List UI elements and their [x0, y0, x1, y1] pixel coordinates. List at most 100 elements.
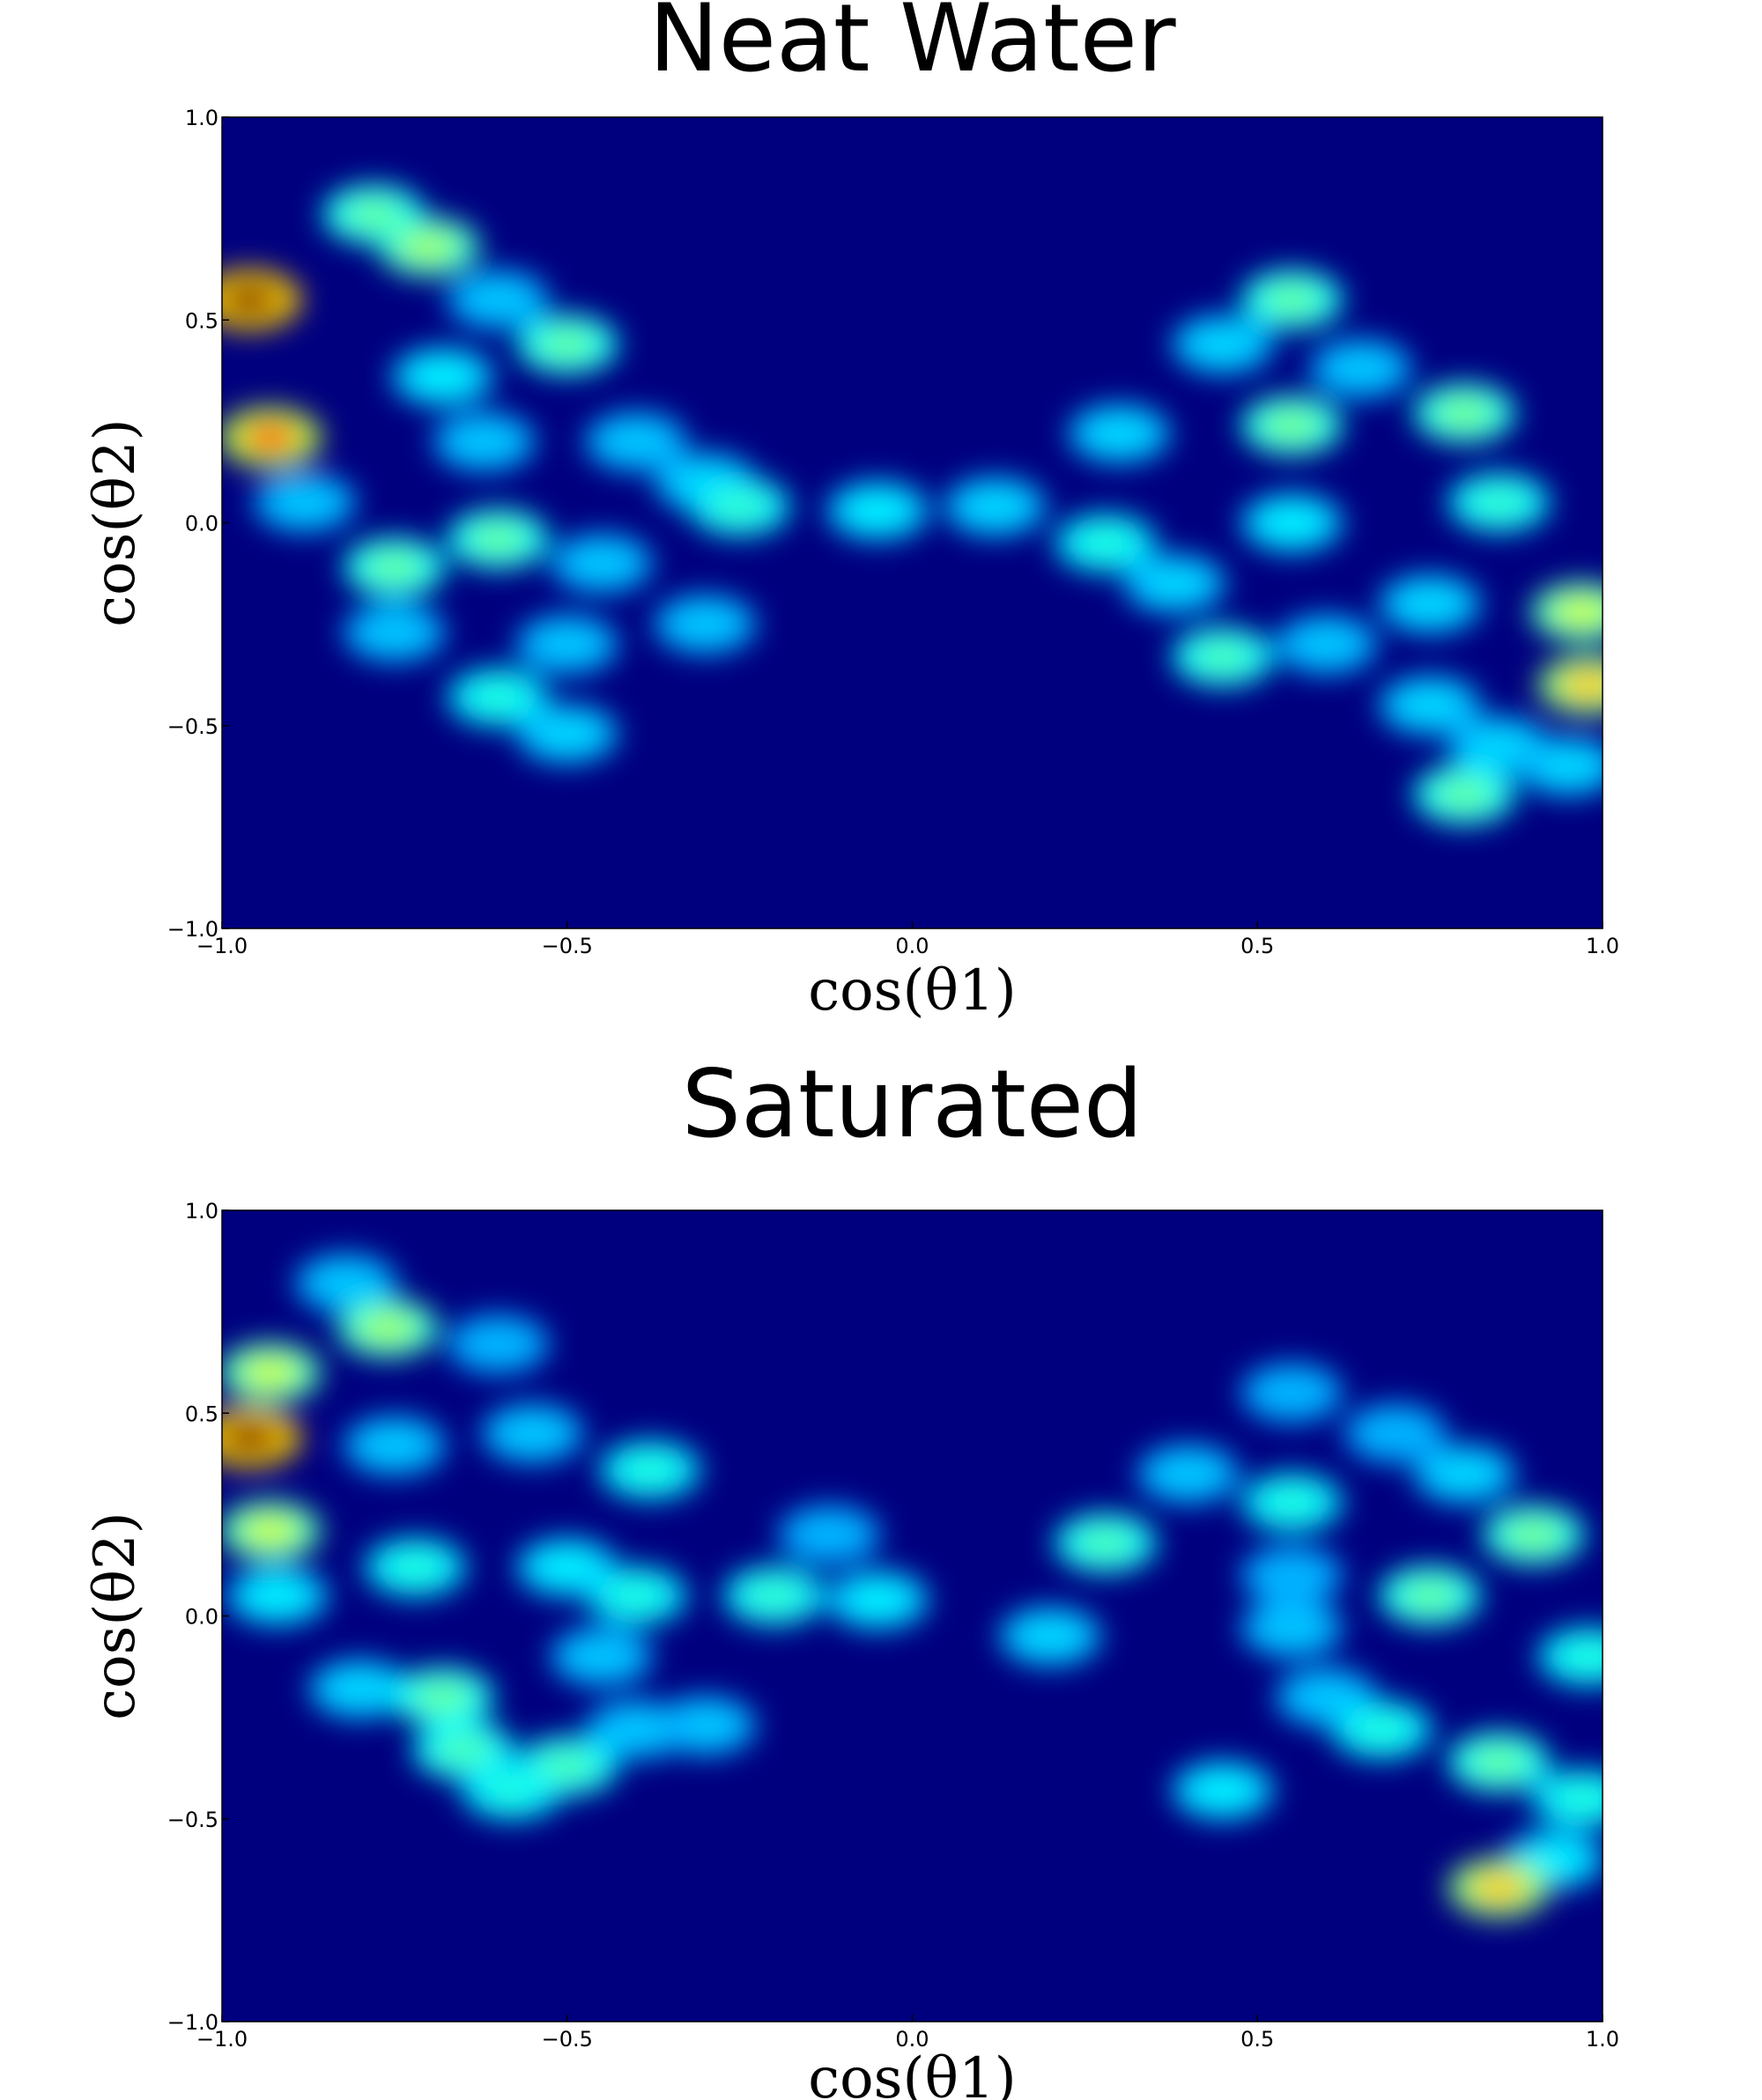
x-tick-label: −1.0: [196, 934, 248, 958]
y-tick-label: 1.0: [185, 106, 218, 130]
heatmap-blob-core: [619, 1453, 680, 1486]
heatmap-blob-core: [1469, 486, 1529, 519]
heatmap-blob-core: [222, 284, 280, 316]
x-tick-label: −0.5: [542, 2027, 593, 2052]
heatmap-blob-core: [222, 1421, 280, 1453]
heatmap-blob-core: [1089, 418, 1150, 450]
heatmap-blob-core: [1400, 1579, 1461, 1612]
heatmap-blob-core: [675, 1709, 736, 1741]
y-tick-label: −0.5: [167, 1808, 218, 1832]
x-tick-label: 0.5: [1240, 934, 1274, 958]
heatmap-blob-core: [412, 1681, 473, 1713]
heatmap-blob-core: [571, 547, 632, 580]
heatmap-blob-core: [468, 284, 529, 316]
heatmap-blob-core: [329, 1673, 390, 1705]
heatmap-blob-core: [1400, 689, 1461, 721]
heatmap-blob-core: [537, 328, 597, 360]
heatmap-blob-core: [1158, 1458, 1218, 1490]
heatmap-blob-core: [1262, 1486, 1322, 1519]
heatmap-blob-core: [433, 1734, 494, 1766]
y-axis-label: cos(θ2): [83, 1512, 148, 1719]
chart-title: Neat Water: [648, 0, 1175, 92]
heatmap-panel-1: Neat Water −1.0 −0.5 0.0 0.5 1.0 1.0 0.5 0.0 −0.5…: [83, 0, 1619, 1024]
heatmap-blob-core: [1558, 669, 1603, 701]
heatmap-blob-core: [1262, 1559, 1322, 1592]
y-axis-label: cos(θ2): [83, 418, 148, 626]
heatmap-blob-core: [1193, 328, 1254, 360]
x-axis-label: cos(θ1): [808, 2046, 1016, 2100]
heatmap-blob-core: [1551, 595, 1603, 628]
heatmap-blob-core: [848, 1584, 908, 1616]
heatmap-blob-core: [1075, 527, 1136, 559]
heatmap-blob-core: [571, 1640, 632, 1673]
x-tick-label: 0.0: [895, 2027, 929, 2052]
heatmap-blob-core: [1351, 1713, 1412, 1746]
heatmap-blob-core: [1434, 779, 1495, 811]
heatmap-blob-core: [1558, 1640, 1603, 1673]
y-tick-label: −1.0: [167, 917, 218, 942]
heatmap-blob-core: [502, 1417, 563, 1450]
heatmap-blob-core: [1262, 1377, 1322, 1409]
heatmap-blob-core: [1262, 409, 1322, 441]
chart-title: Saturated: [682, 1050, 1144, 1158]
heatmap-blob-core: [247, 1579, 307, 1612]
heatmap-blob-core: [1020, 1620, 1081, 1653]
y-tick-label: 1.0: [185, 1199, 218, 1224]
heatmap-blob-core: [965, 491, 1025, 523]
heatmap-blob-core: [1193, 1774, 1254, 1807]
heatmap-blob-core: [1434, 1458, 1495, 1490]
heatmap-blob-core: [848, 494, 908, 527]
heatmap-blob-core: [1296, 1681, 1357, 1713]
heatmap-blob-core: [454, 425, 515, 458]
heatmap-blob-core: [606, 1579, 667, 1612]
heatmap-blob-core: [1469, 1872, 1529, 1904]
heatmap-blob-core: [358, 1312, 418, 1344]
heatmap-blob-core: [1262, 507, 1322, 539]
y-tick-label: −1.0: [167, 2010, 218, 2035]
heatmap-blob-core: [744, 1579, 804, 1612]
heatmap-panel-2: Saturated −1.0 −0.5 0.0 0.5 1.0 1.0 0.5 0.0 −0.5 −…: [83, 1050, 1619, 2100]
heatmap-blob-core: [537, 1551, 597, 1584]
y-tick-label: 0.0: [185, 512, 218, 536]
heatmap-blob-core: [675, 608, 736, 640]
heatmap-blob-core: [1524, 1843, 1585, 1875]
heatmap-blob-core: [1551, 1782, 1603, 1815]
heatmap-blob-core: [385, 1551, 446, 1584]
heatmap-blob-core: [537, 717, 597, 750]
x-axis-label: cos(θ1): [808, 958, 1016, 1024]
heatmap-blob-core: [399, 231, 460, 263]
heatmap-blob-core: [537, 1749, 597, 1782]
heatmap-blob-core: [1469, 729, 1529, 762]
heatmap-blob-core: [1262, 1612, 1322, 1645]
heatmap-blob-core: [537, 628, 597, 661]
heatmap-blob-core: [344, 198, 404, 231]
heatmap-blob-core: [1434, 397, 1495, 430]
heatmap-blob-core: [1330, 352, 1391, 385]
heatmap-blob-core: [1469, 1746, 1529, 1778]
heatmap-blob-core: [709, 491, 770, 523]
heatmap-blob-core: [1193, 640, 1254, 673]
heatmap-blob-core: [799, 1519, 860, 1551]
heatmap-blob-core: [364, 1430, 425, 1462]
heatmap-blob-core: [1400, 588, 1461, 620]
x-tick-label: −0.5: [542, 934, 593, 958]
heatmap-blob-core: [1365, 1417, 1425, 1450]
y-tick-label: 0.0: [185, 1605, 218, 1630]
x-tick-label: 0.5: [1240, 2027, 1274, 2052]
x-tick-label: −1.0: [196, 2027, 248, 2052]
x-tick-label: 1.0: [1586, 934, 1619, 958]
heatmap-blob-core: [468, 522, 529, 555]
heatmap-blob-core: [1503, 1519, 1564, 1551]
heatmap-blob-core: [1296, 628, 1357, 661]
heatmap-blob-core: [240, 1357, 300, 1389]
heatmap-blob-core: [468, 681, 529, 714]
heatmap-blob-core: [468, 1327, 529, 1360]
heatmap-blob-core: [606, 1713, 667, 1746]
heatmap-blob-core: [240, 1514, 300, 1547]
x-tick-label: 1.0: [1586, 2027, 1619, 2052]
y-tick-label: 0.5: [185, 1401, 218, 1426]
y-tick-label: 0.5: [185, 308, 218, 333]
heatmap-cells: [222, 184, 1603, 825]
heatmap-blob-core: [1262, 284, 1322, 316]
heatmap-blob-core: [1075, 1527, 1136, 1559]
